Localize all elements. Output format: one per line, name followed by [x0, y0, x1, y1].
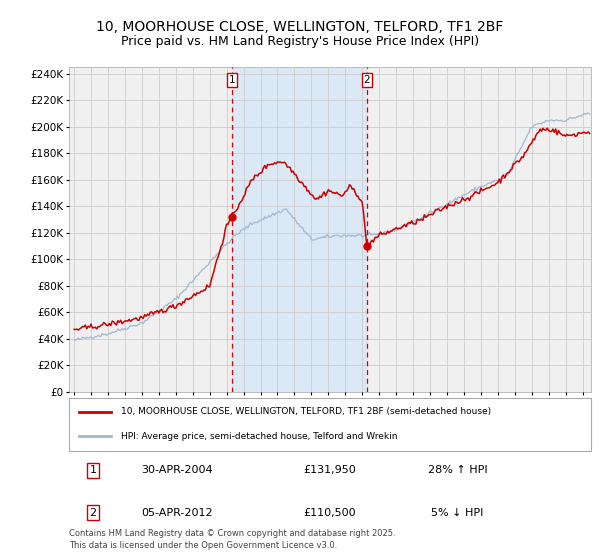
Text: 1: 1	[229, 75, 236, 85]
Bar	[232, 67, 367, 392]
Text: 2: 2	[364, 75, 370, 85]
Text: 30-APR-2004: 30-APR-2004	[141, 465, 213, 475]
Text: 1: 1	[89, 465, 97, 475]
Text: 5% ↓ HPI: 5% ↓ HPI	[431, 507, 484, 517]
Text: 28% ↑ HPI: 28% ↑ HPI	[428, 465, 487, 475]
FancyBboxPatch shape	[69, 398, 591, 451]
Text: 05-APR-2012: 05-APR-2012	[141, 507, 213, 517]
Text: Price paid vs. HM Land Registry's House Price Index (HPI): Price paid vs. HM Land Registry's House …	[121, 35, 479, 48]
Text: 2: 2	[89, 507, 97, 517]
Text: 10, MOORHOUSE CLOSE, WELLINGTON, TELFORD, TF1 2BF: 10, MOORHOUSE CLOSE, WELLINGTON, TELFORD…	[97, 20, 503, 34]
Text: £131,950: £131,950	[304, 465, 356, 475]
Text: Contains HM Land Registry data © Crown copyright and database right 2025.
This d: Contains HM Land Registry data © Crown c…	[69, 529, 395, 550]
Text: HPI: Average price, semi-detached house, Telford and Wrekin: HPI: Average price, semi-detached house,…	[121, 432, 398, 441]
Text: £110,500: £110,500	[304, 507, 356, 517]
Text: 10, MOORHOUSE CLOSE, WELLINGTON, TELFORD, TF1 2BF (semi-detached house): 10, MOORHOUSE CLOSE, WELLINGTON, TELFORD…	[121, 408, 491, 417]
